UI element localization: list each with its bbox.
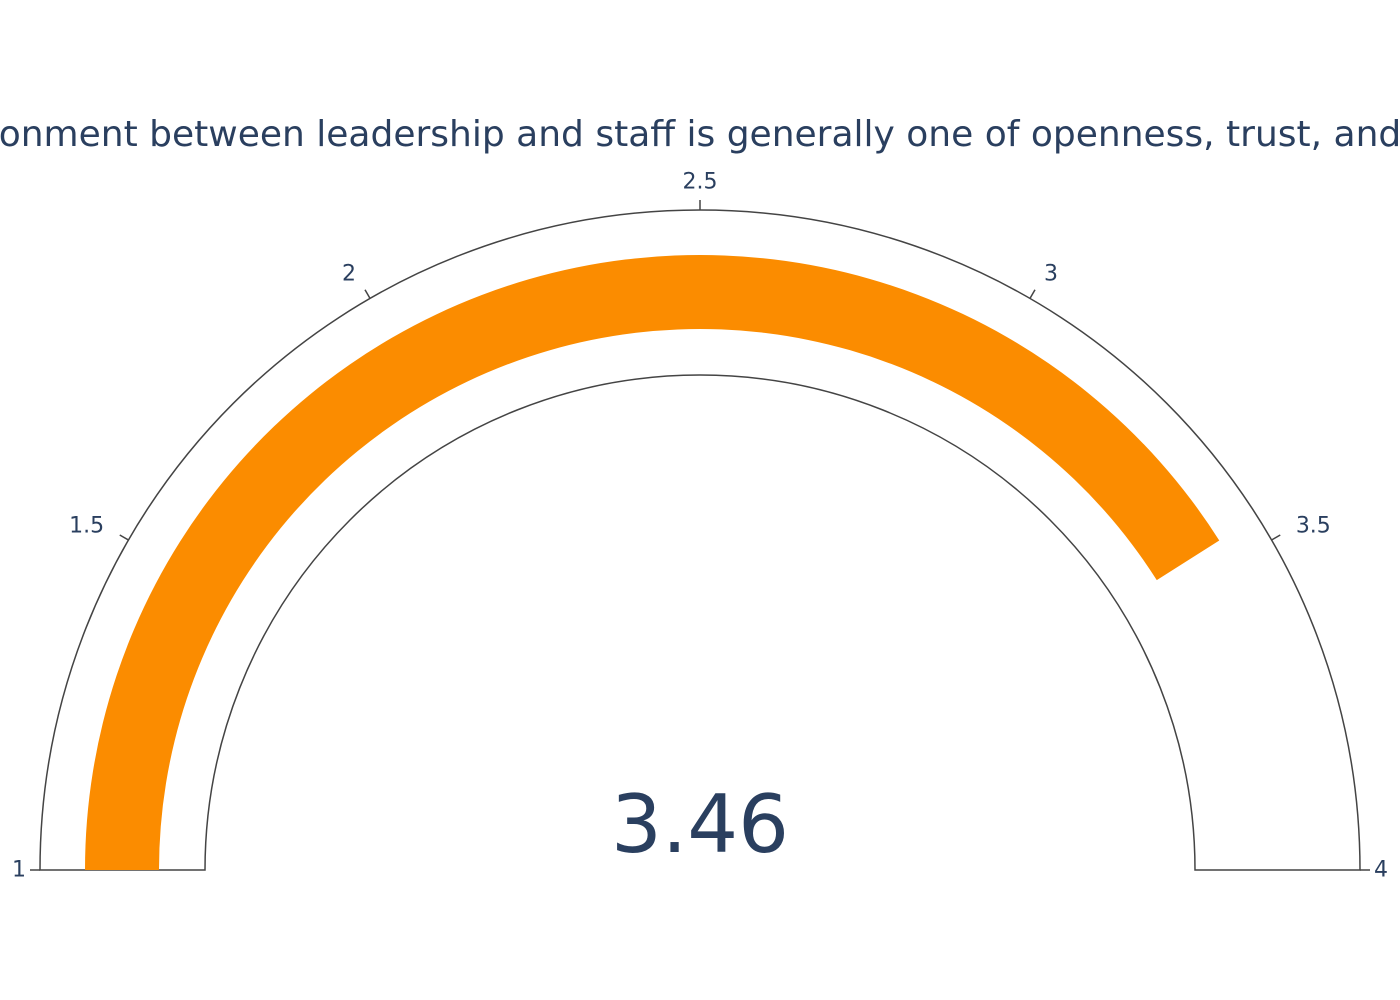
gauge-tick-label: 2.5 — [683, 170, 718, 195]
gauge-tick-label: 2 — [342, 262, 356, 287]
chart-title: onment between leadership and staff is g… — [0, 114, 1400, 155]
gauge-value-bar — [85, 254, 1220, 870]
gauge-tick-mark — [1029, 289, 1036, 299]
gauge-tick-label: 3.5 — [1296, 514, 1331, 539]
gauge-tick-mark — [119, 534, 129, 541]
gauge-tick-label: 4 — [1374, 858, 1388, 883]
gauge-tick-label: 3 — [1044, 262, 1058, 287]
gauge-tick-label: 1 — [12, 858, 26, 883]
gauge-tick-mark — [364, 289, 371, 299]
gauge-value-number: 3.46 — [611, 778, 789, 871]
gauge-tick-mark — [1271, 534, 1281, 541]
gauge-ticks: 1 1.5 2 2.5 3 3.5 4 — [12, 170, 1388, 883]
gauge-tick-label: 1.5 — [69, 514, 104, 539]
